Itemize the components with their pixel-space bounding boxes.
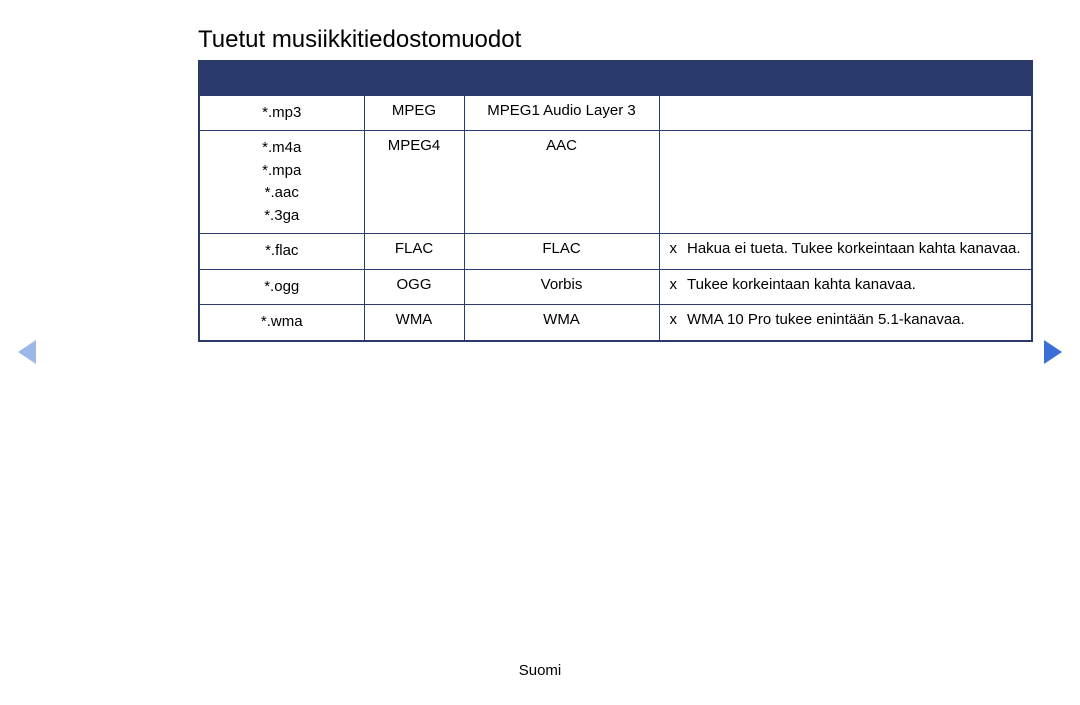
bullet-icon: x	[670, 240, 678, 257]
formats-table: *.mp3MPEGMPEG1 Audio Layer 3*.m4a*.mpa*.…	[198, 60, 1033, 342]
note-text: Hakua ei tueta. Tukee korkeintaan kahta …	[687, 240, 1021, 257]
ext-value: *.wma	[210, 311, 354, 334]
cell-note: x WMA 10 Pro tukee enintään 5.1-kanavaa.	[659, 305, 1032, 341]
bullet-icon: x	[670, 311, 678, 328]
cell-container: MPEG4	[364, 131, 464, 234]
note-text: Tukee korkeintaan kahta kanavaa.	[687, 276, 1021, 293]
cell-container: WMA	[364, 305, 464, 341]
th-note	[659, 61, 1032, 95]
cell-ext: *.wma	[199, 305, 364, 341]
cell-note	[659, 131, 1032, 234]
ext-value: *.mp3	[210, 102, 354, 125]
th-ext	[199, 61, 364, 95]
cell-codec: FLAC	[464, 234, 659, 270]
nav-prev-icon[interactable]	[18, 340, 36, 364]
footer-language: Suomi	[0, 662, 1080, 679]
cell-codec: Vorbis	[464, 269, 659, 305]
table-row: *.mp3 MPEGMPEG1 Audio Layer 3	[199, 95, 1032, 131]
page-title: Tuetut musiikkitiedostomuodot	[198, 26, 521, 54]
cell-note: x Tukee korkeintaan kahta kanavaa.	[659, 269, 1032, 305]
ext-value: *.3ga	[210, 205, 354, 228]
ext-value: *.mpa	[210, 160, 354, 183]
cell-ext: *.ogg	[199, 269, 364, 305]
ext-value: *.ogg	[210, 276, 354, 299]
nav-next-icon[interactable]	[1044, 340, 1062, 364]
cell-note	[659, 95, 1032, 131]
cell-container: OGG	[364, 269, 464, 305]
cell-codec: WMA	[464, 305, 659, 341]
table-row: *.m4a*.mpa*.aac*.3gaMPEG4AAC	[199, 131, 1032, 234]
cell-codec: AAC	[464, 131, 659, 234]
table-row: *.wma WMAWMA x WMA 10 Pro tukee enintään 5.…	[199, 305, 1032, 341]
table-header-row	[199, 61, 1032, 95]
th-container	[364, 61, 464, 95]
th-codec	[464, 61, 659, 95]
ext-value: *.m4a	[210, 137, 354, 160]
cell-ext: *.m4a*.mpa*.aac*.3ga	[199, 131, 364, 234]
table-row: *.flac FLACFLAC x Hakua ei tueta. Tukee kor…	[199, 234, 1032, 270]
cell-note: x Hakua ei tueta. Tukee korkeintaan kahta…	[659, 234, 1032, 270]
cell-container: FLAC	[364, 234, 464, 270]
bullet-icon: x	[670, 276, 678, 293]
table-row: *.ogg OGGVorbisx Tukee korkeintaan kahta k…	[199, 269, 1032, 305]
ext-value: *.aac	[210, 182, 354, 205]
cell-codec: MPEG1 Audio Layer 3	[464, 95, 659, 131]
ext-value: *.flac	[210, 240, 354, 263]
note-text: WMA 10 Pro tukee enintään 5.1-kanavaa.	[687, 311, 1021, 328]
cell-ext: *.mp3	[199, 95, 364, 131]
cell-container: MPEG	[364, 95, 464, 131]
cell-ext: *.flac	[199, 234, 364, 270]
